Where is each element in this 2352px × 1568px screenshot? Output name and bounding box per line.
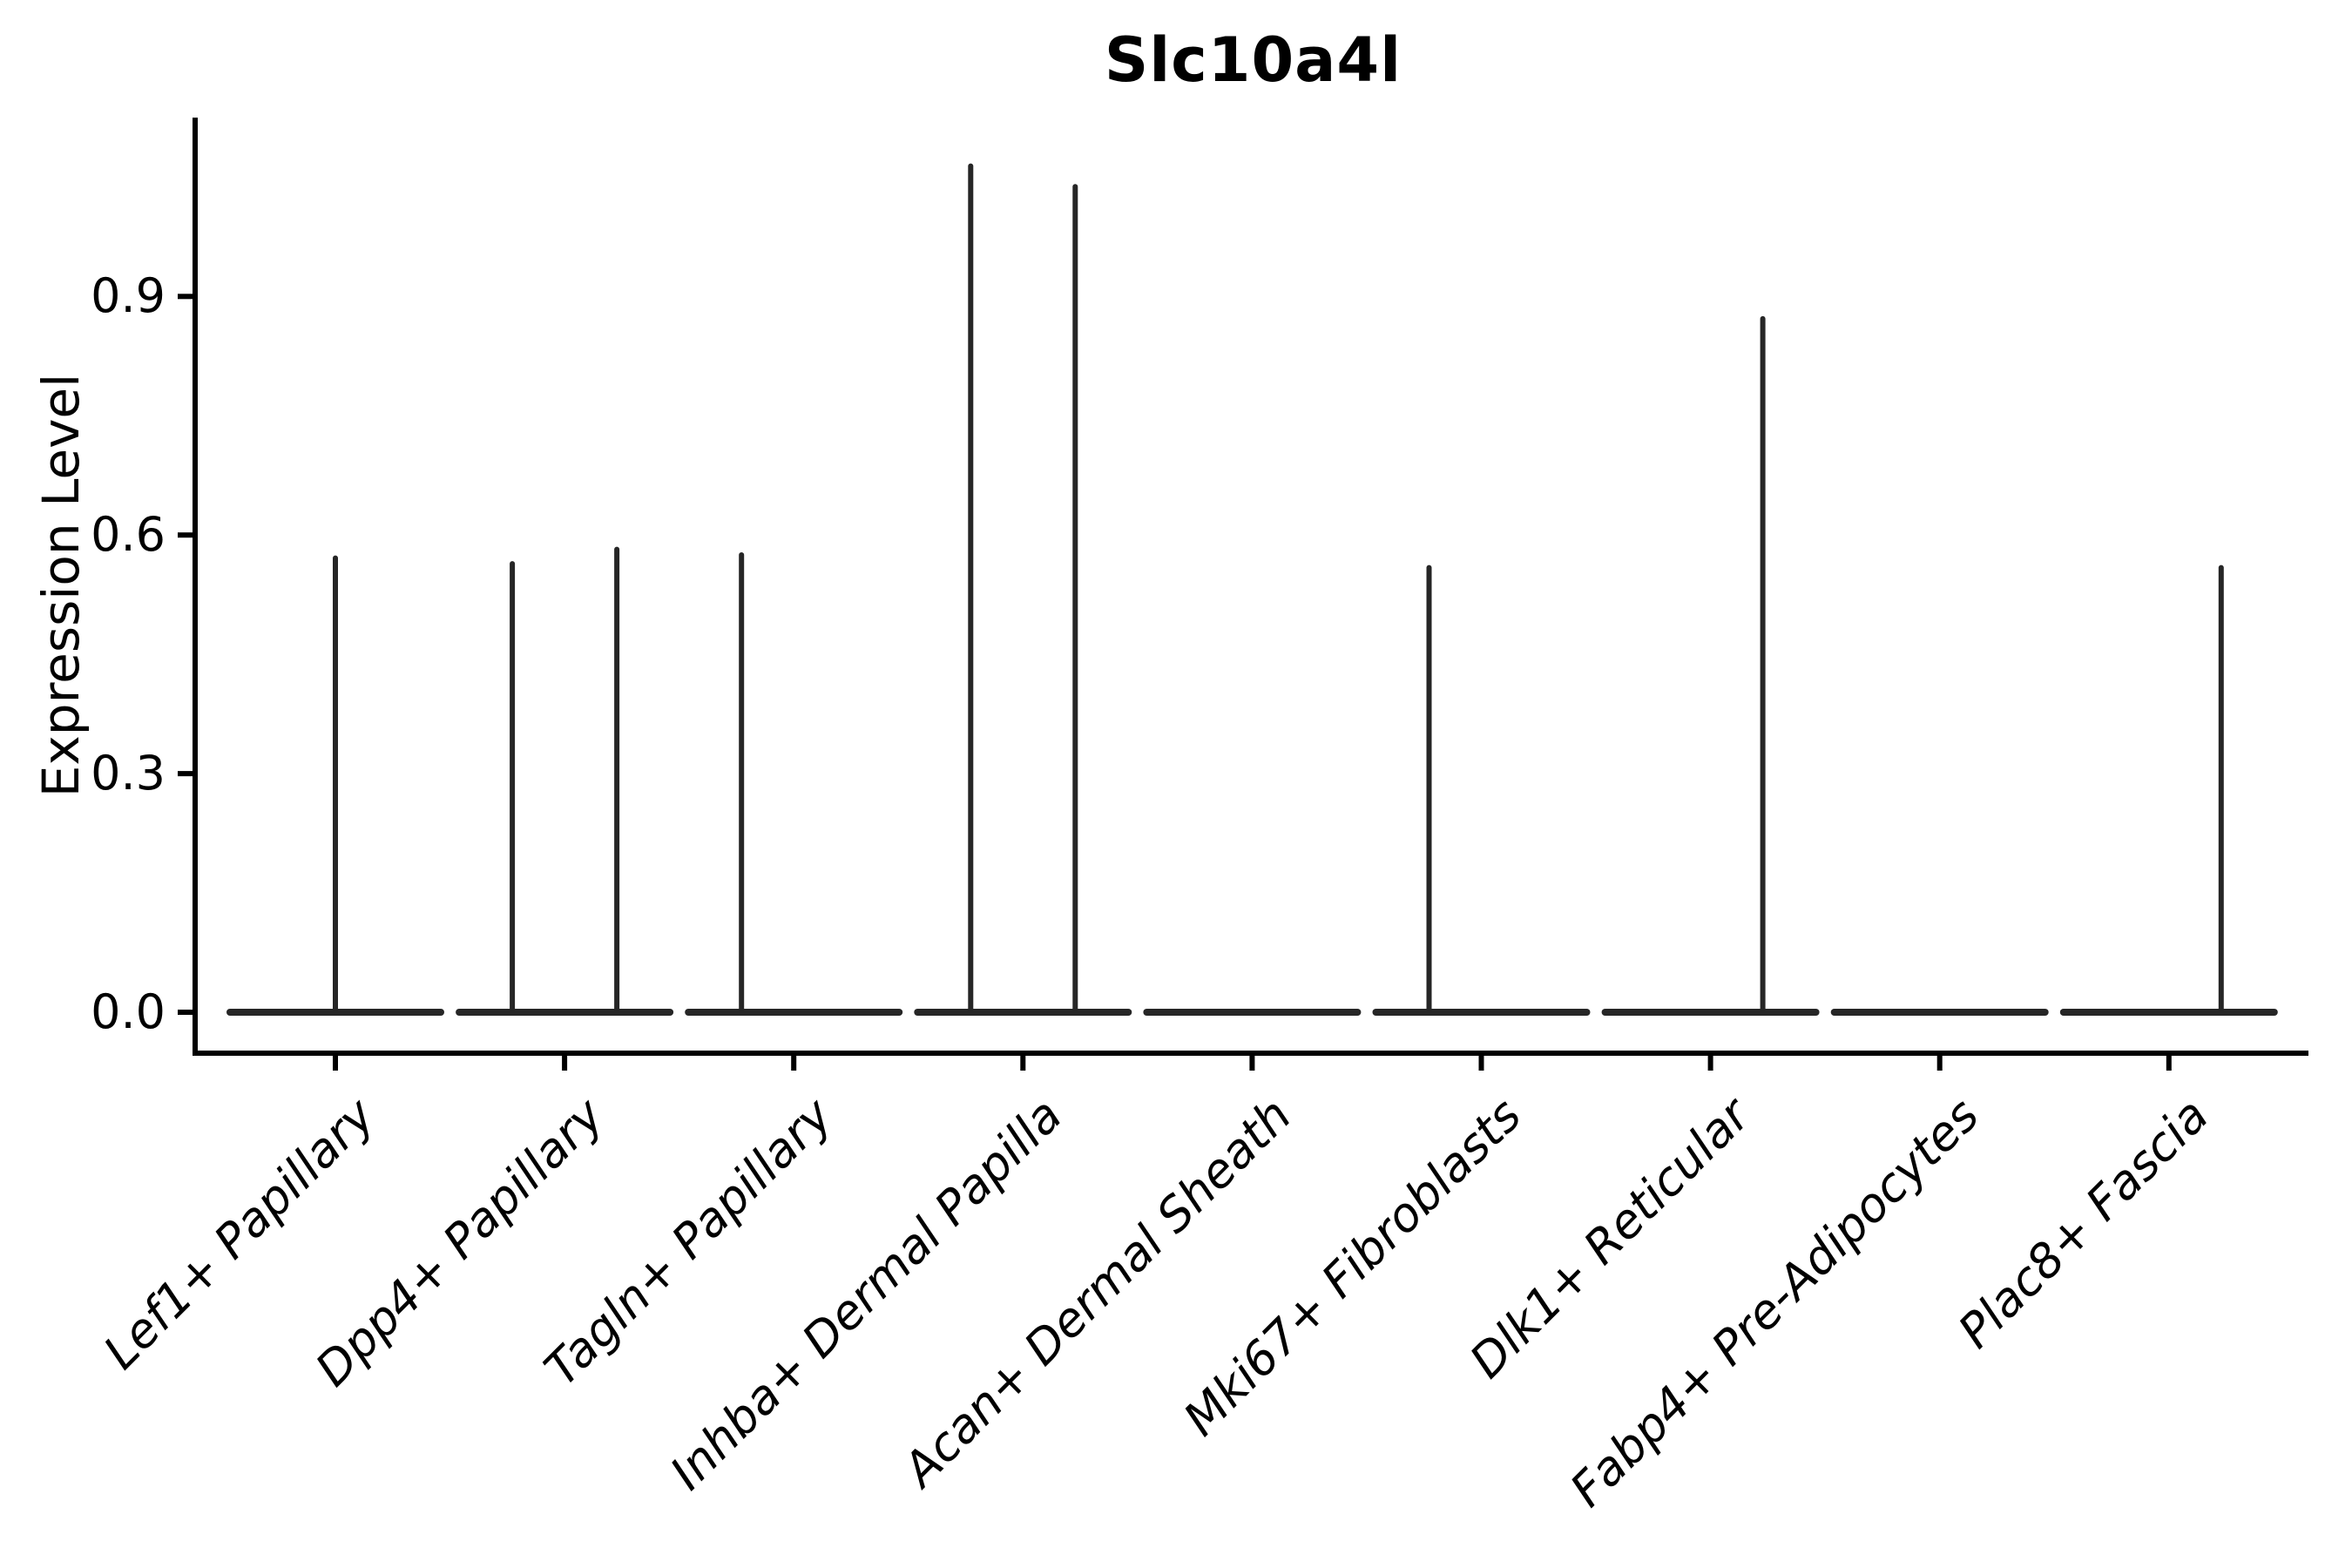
x-tick-mark [562,1056,568,1071]
y-tick-mark [178,771,193,777]
x-tick-mark [2166,1056,2172,1071]
x-tick-mark [1478,1056,1484,1071]
x-tick-mark [1249,1056,1255,1071]
y-tick-label: 0.0 [91,984,166,1039]
y-axis-spine [193,118,198,1056]
y-tick-mark [178,532,193,538]
y-tick-label: 0.6 [91,507,166,562]
x-tick-mark [1020,1056,1026,1071]
x-tick-mark [333,1056,338,1071]
x-tick-mark [791,1056,797,1071]
plot-title: Slc10a4l [1104,24,1402,96]
y-tick-mark [178,1010,193,1015]
y-tick-label: 0.9 [91,268,166,323]
x-axis-spine [193,1051,2308,1056]
y-tick-label: 0.3 [91,746,166,801]
x-tick-mark [1936,1056,1943,1071]
x-tick-mark [1707,1056,1713,1071]
y-tick-mark [178,294,193,300]
